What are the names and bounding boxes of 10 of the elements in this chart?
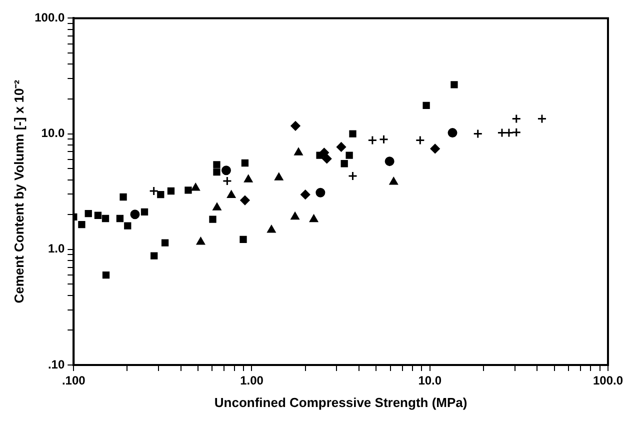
y-tick-label: 100.0 — [34, 10, 65, 25]
x-tick-label: .100 — [62, 374, 86, 388]
x-tick-label: 1.00 — [240, 374, 264, 388]
x-axis-title: Unconfined Compressive Strength (MPa) — [214, 394, 468, 410]
x-tick-label: 10.0 — [418, 374, 442, 388]
y-axis-title: Cement Content by Volumn [-] x 10⁻² — [11, 79, 26, 304]
y-tick-label: .10 — [48, 357, 65, 372]
y-tick-label: 10.0 — [41, 126, 65, 140]
x-tick-label: 100.0 — [592, 374, 624, 388]
y-tick-label: 1.0 — [48, 242, 65, 256]
